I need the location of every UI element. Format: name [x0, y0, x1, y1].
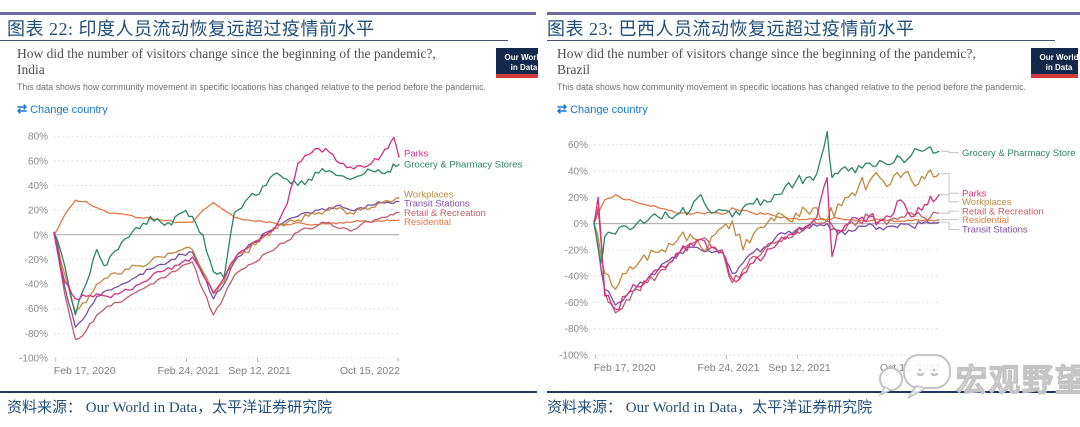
- legend-label: Retail & Recreation: [962, 206, 1044, 217]
- legend-label: Transit Stations: [404, 199, 470, 210]
- legend-label: Grocery & Pharmacy Stores: [404, 160, 523, 171]
- legend-label: Transit Stations: [962, 225, 1028, 236]
- title-underline-rule: [547, 40, 1055, 41]
- y-axis-label: -60%: [25, 304, 48, 315]
- owid-chart-header: How did the number of visitors change si…: [552, 45, 1078, 115]
- y-axis-label: 60%: [568, 140, 588, 151]
- legend-label: Retail & Recreation: [404, 208, 486, 219]
- y-axis-label: 20%: [568, 193, 588, 204]
- figure-title: 图表 23: 巴西人员流动恢复远超过疫情前水平: [547, 19, 915, 39]
- chart-svg: 80% 60% 40% 20% 0% -20% -40% -60% -80% -100% Feb 1…: [19, 132, 523, 377]
- y-axis-label: -20%: [565, 245, 588, 256]
- title-underline-rule: [0, 40, 508, 41]
- series-lines: [53, 136, 400, 341]
- x-axis-label: Oct 15, 2022: [340, 365, 400, 377]
- source-line: 资料来源： Our World in Data，太平洋证券研究院: [547, 400, 873, 416]
- top-divider-rule: [0, 12, 536, 15]
- x-axis-label: Feb 24, 2021: [698, 362, 760, 374]
- series-line-parks: [593, 176, 940, 311]
- y-gridlines: 60% 40% 20% 0% -20% -40% -60% -80% -100%: [559, 140, 939, 362]
- owid-chart-header: How did the number of visitors change si…: [12, 45, 538, 115]
- change-country-link[interactable]: ⇄ Change country: [557, 102, 648, 115]
- x-axis-label: Feb 17, 2020: [594, 362, 656, 374]
- y-axis-label: 20%: [28, 206, 48, 217]
- chart-note: This data shows how community movement i…: [557, 82, 1026, 92]
- legend-label: Residential: [962, 215, 1009, 226]
- owid-logo-line1: Our World: [1039, 53, 1078, 62]
- owid-logo: Our World in Data: [496, 48, 538, 78]
- source-divider-rule: [0, 391, 537, 393]
- y-axis-label: -60%: [565, 298, 588, 309]
- figure-title: 图表 22: 印度人员流动恢复远超过疫情前水平: [7, 19, 375, 39]
- source-divider-rule: [547, 391, 1080, 393]
- x-axis: Feb 17, 2020 Feb 24, 2021 Sep 12, 2021 Oct …: [594, 355, 940, 374]
- owid-logo-line2: in Data: [1045, 63, 1073, 73]
- legend-label: Workplaces: [404, 189, 454, 200]
- y-axis-label: -100%: [19, 354, 48, 365]
- series-line-retail-recreation: [53, 211, 400, 341]
- y-axis-label: -40%: [25, 280, 48, 291]
- legend-connector: [941, 221, 959, 230]
- series-line-residential: [53, 199, 400, 236]
- swap-arrows-icon: ⇄: [557, 102, 568, 115]
- source-line: 资料来源： Our World in Data，太平洋证券研究院: [7, 400, 333, 416]
- y-axis-label: -100%: [559, 351, 588, 362]
- chart-title: How did the number of visitors change si…: [557, 46, 976, 78]
- mobility-chart-india: 80% 60% 40% 20% 0% -20% -40% -60% -80% -100% Feb 1…: [0, 115, 540, 385]
- series-line-grocery-pharmacy-stores: [53, 163, 400, 316]
- y-axis-label: -80%: [25, 329, 48, 340]
- series-lines: [593, 130, 940, 314]
- y-axis-label: 40%: [568, 167, 588, 178]
- chart-title: How did the number of visitors change si…: [17, 46, 436, 78]
- change-country-label: Change country: [30, 104, 108, 115]
- y-axis-label: 80%: [28, 132, 48, 143]
- swap-arrows-icon: ⇄: [17, 102, 28, 115]
- y-axis-label: -40%: [565, 272, 588, 283]
- legend-label: Parks: [404, 149, 429, 160]
- y-axis-label: 0%: [34, 230, 49, 241]
- series-line-residential: [593, 194, 940, 225]
- series-line-workplaces: [593, 169, 940, 290]
- y-axis-label: -80%: [565, 324, 588, 335]
- legend-label: Parks: [962, 189, 987, 200]
- legend-label: Grocery & Pharmacy Store: [962, 148, 1076, 159]
- legend-connector: [941, 150, 959, 154]
- x-axis: Feb 17, 2020 Feb 24, 2021 Sep 12, 2021 Oct …: [54, 358, 400, 377]
- series-line-parks: [53, 136, 400, 301]
- y-axis-label: 40%: [28, 181, 48, 192]
- x-axis-label: Oct 15, 2022: [880, 362, 940, 374]
- change-country-label: Change country: [570, 104, 648, 115]
- series-line-retail-recreation: [593, 207, 940, 314]
- legend-connector: [941, 192, 959, 196]
- change-country-link[interactable]: ⇄ Change country: [17, 102, 108, 115]
- series-line-grocery-pharmacy-store: [593, 130, 940, 264]
- owid-logo-line2: in Data: [510, 63, 538, 73]
- y-axis-label: -20%: [25, 255, 48, 266]
- figure-panel-india: 图表 22: 印度人员流动恢复远超过疫情前水平 How did the numb…: [0, 12, 540, 416]
- legend-connector: [941, 210, 959, 214]
- x-axis-label: Feb 24, 2021: [158, 365, 220, 377]
- chart-svg: 60% 40% 20% 0% -20% -40% -60% -80% -100% Feb 17, …: [559, 130, 1076, 374]
- series-line-transit-stations: [53, 200, 400, 328]
- legend-connector: [941, 173, 959, 203]
- legend-label: Workplaces: [962, 197, 1012, 208]
- x-axis-label: Feb 17, 2020: [54, 365, 116, 377]
- y-axis-label: 0%: [574, 219, 589, 230]
- mobility-chart-brazil: 60% 40% 20% 0% -20% -40% -60% -80% -100% Feb 17, …: [540, 115, 1080, 385]
- x-axis-label: Sep 12, 2021: [768, 362, 831, 374]
- y-axis-label: 60%: [28, 156, 48, 167]
- chart-note: This data shows how community movement i…: [17, 82, 486, 92]
- legend-label: Residential: [404, 217, 451, 228]
- owid-logo: Our World in Data: [1031, 48, 1078, 78]
- top-divider-rule: [547, 12, 1080, 15]
- figure-panel-brazil: 图表 23: 巴西人员流动恢复远超过疫情前水平 How did the numb…: [540, 0, 1080, 427]
- series-line-workplaces: [53, 197, 400, 312]
- x-axis-label: Sep 12, 2021: [228, 365, 291, 377]
- owid-logo-line1: Our World: [504, 53, 538, 62]
- series-line-transit-stations: [593, 220, 940, 306]
- y-gridlines: 80% 60% 40% 20% 0% -20% -40% -60% -80% -100%: [19, 132, 399, 365]
